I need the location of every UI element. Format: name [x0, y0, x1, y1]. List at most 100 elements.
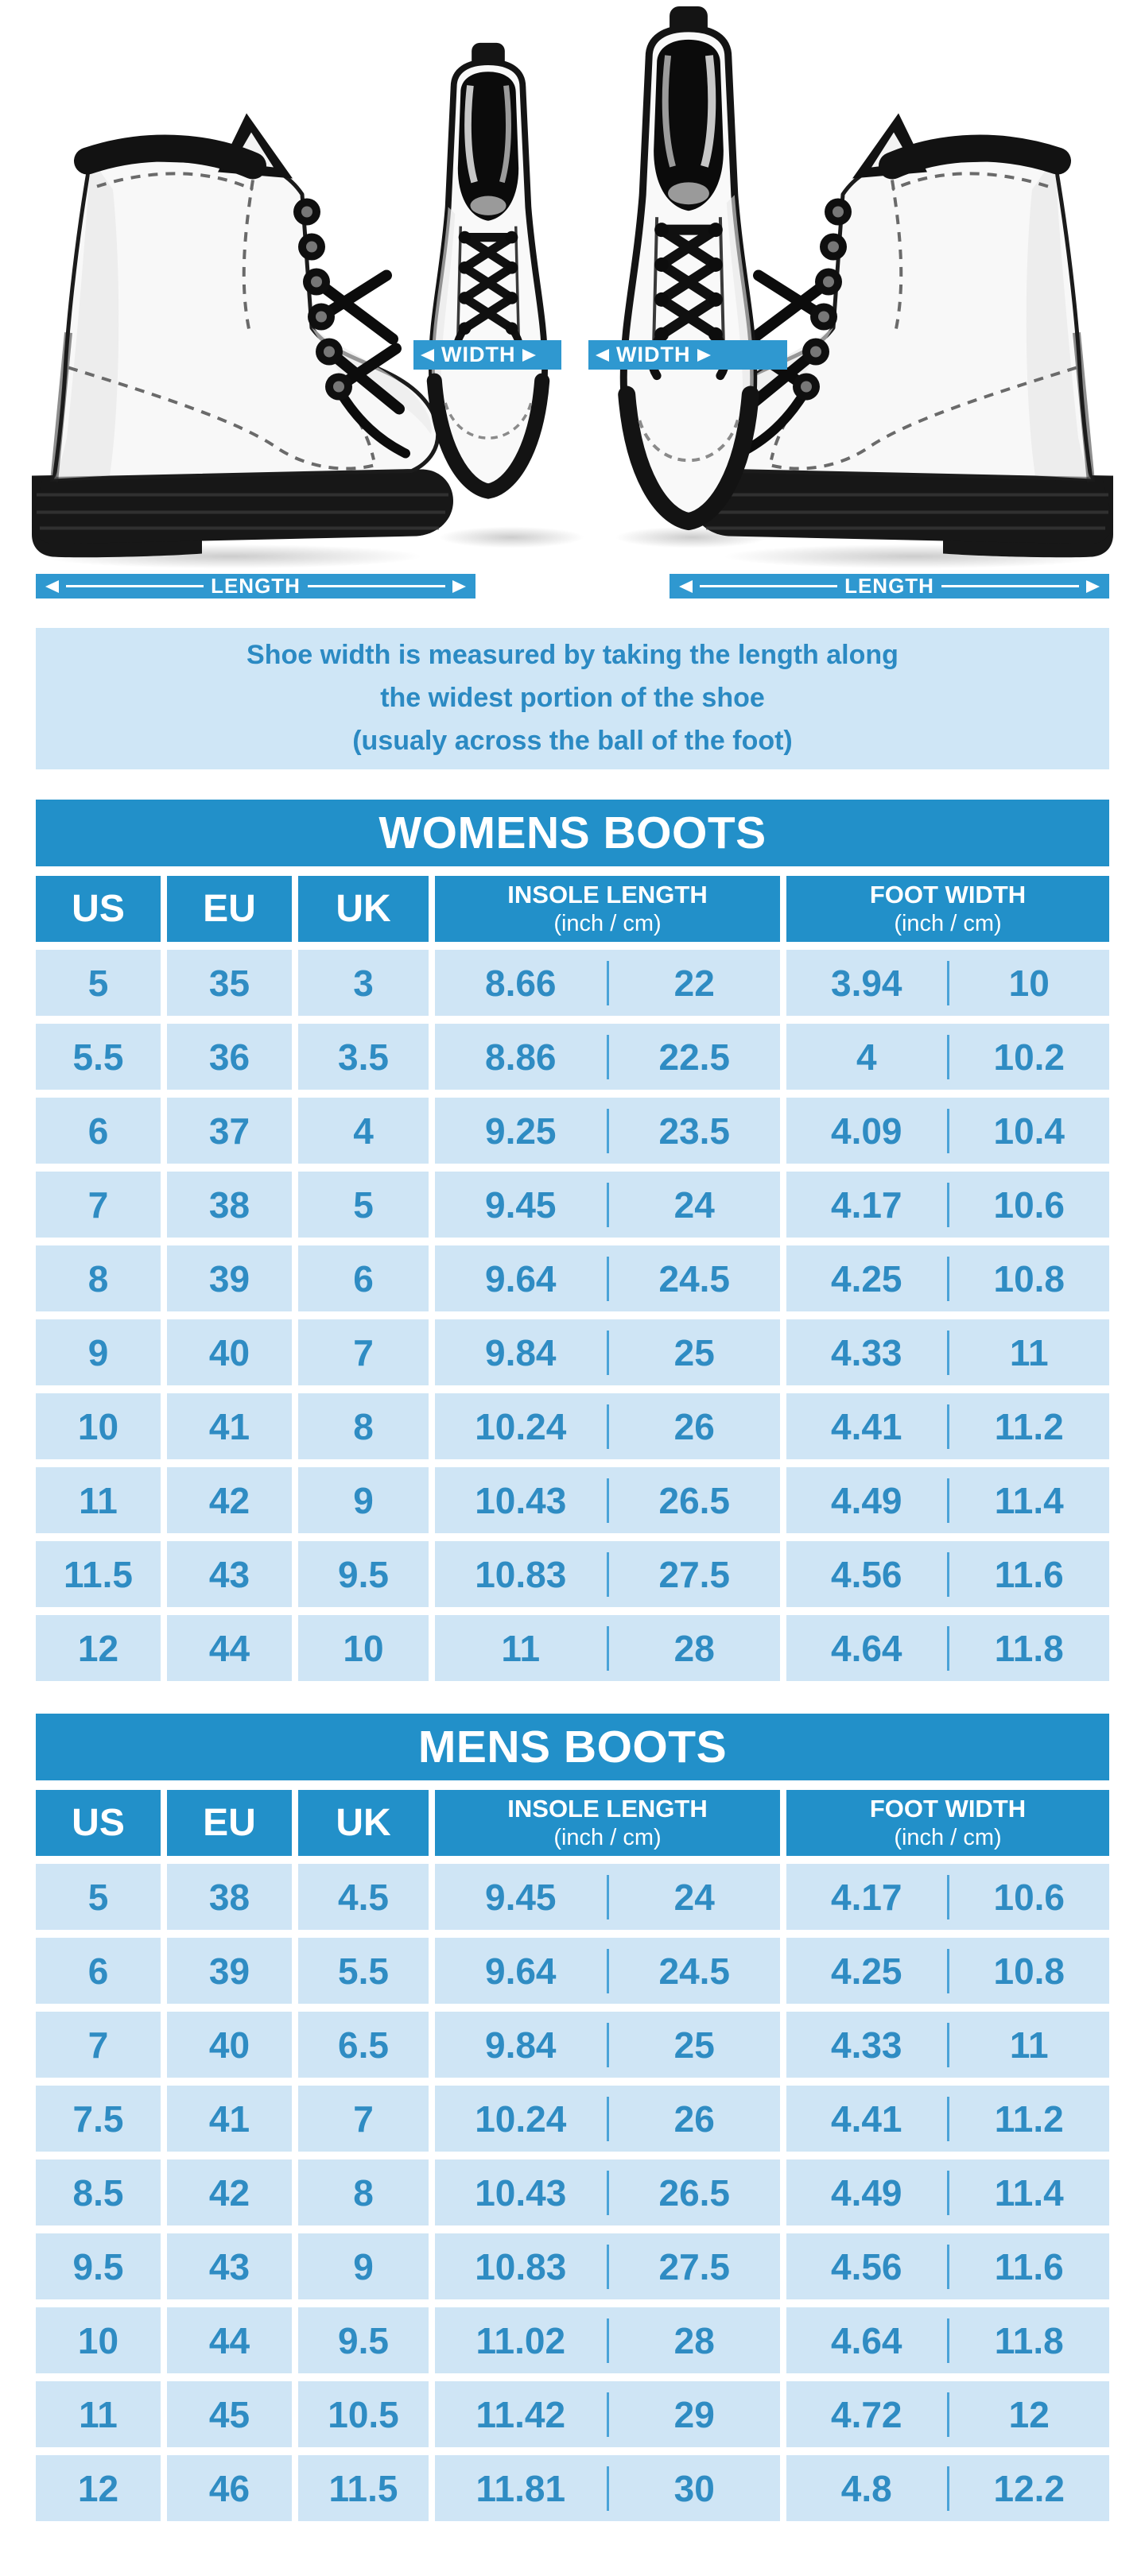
value: 11.42 — [475, 2393, 566, 2435]
value-pair-cell: 10.43 26.5 — [435, 2160, 780, 2225]
value: 4.25 — [830, 1950, 902, 1992]
value: 10.2 — [993, 1036, 1065, 1078]
value: 26.5 — [658, 2171, 731, 2214]
value-pair-cell: 4.33 11 — [786, 2012, 1109, 2078]
value-cell: 12 — [36, 1615, 161, 1681]
value: 27.5 — [658, 2245, 731, 2287]
value-cell: 8.5 — [36, 2160, 161, 2225]
value-cell: 11.5 — [298, 2455, 429, 2521]
value-pair-cell: 11.81 30 — [435, 2455, 780, 2521]
value: 3.94 — [830, 962, 902, 1004]
value: 9.25 — [484, 1110, 557, 1152]
value: 26 — [673, 1405, 715, 1447]
value: 9.84 — [484, 1331, 557, 1373]
value: 39 — [208, 1950, 250, 1992]
table-header-row: US EU UK INSOLE LENGTH (inch / cm) FOOT … — [36, 876, 1109, 942]
value: 4.49 — [830, 1479, 902, 1521]
value: 38 — [208, 1183, 250, 1226]
value: 4.56 — [830, 1553, 902, 1595]
value: 10.6 — [993, 1183, 1065, 1226]
value: 9 — [353, 2245, 374, 2287]
value: 42 — [208, 2171, 250, 2214]
value: 41 — [208, 1405, 250, 1447]
value: 11.2 — [994, 2098, 1064, 2140]
value: 4.33 — [830, 1331, 902, 1373]
header-us: US — [36, 876, 161, 942]
value-cell: 44 — [167, 1615, 292, 1681]
cell-divider — [606, 2022, 609, 2067]
value: 38 — [208, 1876, 250, 1918]
value-cell: 8 — [298, 1393, 429, 1459]
value: 10.24 — [475, 2098, 567, 2140]
value: 44 — [208, 2319, 250, 2361]
value: 10.6 — [993, 1876, 1065, 1918]
value: 9.45 — [484, 1183, 557, 1226]
value-cell: 35 — [167, 950, 292, 1016]
value: 11.5 — [328, 2467, 398, 2509]
value-cell: 43 — [167, 2233, 292, 2299]
value: 27.5 — [658, 1553, 731, 1595]
value-pair-cell: 4.41 11.2 — [786, 2086, 1109, 2152]
cell-divider — [946, 2022, 949, 2067]
cell-divider — [606, 960, 609, 1005]
value: 43 — [208, 2245, 250, 2287]
value-pair-cell: 4.64 11.8 — [786, 2307, 1109, 2373]
value: 24.5 — [658, 1257, 731, 1300]
value-cell: 7 — [298, 2086, 429, 2152]
value: 22.5 — [658, 1036, 731, 1078]
value: 39 — [208, 1257, 250, 1300]
value: 26.5 — [658, 1479, 731, 1521]
value-pair-cell: 9.64 24.5 — [435, 1938, 780, 2004]
value-pair-cell: 4.33 11 — [786, 1319, 1109, 1385]
value: 12 — [77, 1627, 119, 1669]
value: 4.8 — [840, 2467, 892, 2509]
value-cell: 8 — [36, 1245, 161, 1311]
header-width-title: FOOT WIDTH — [869, 1795, 1027, 1823]
value: 37 — [208, 1110, 250, 1152]
value-pair-cell: 4.49 11.4 — [786, 1467, 1109, 1533]
value: 9.5 — [338, 1553, 389, 1595]
cell-divider — [946, 1330, 949, 1375]
value-cell: 9.5 — [36, 2233, 161, 2299]
table-row: 9 40 7 9.84 25 4.33 11 — [36, 1319, 1109, 1385]
value-pair-cell: 9.45 24 — [435, 1864, 780, 1930]
table-row: 12 44 10 11 28 4.64 11.8 — [36, 1615, 1109, 1681]
header-us: US — [36, 1790, 161, 1856]
value: 4 — [353, 1110, 374, 1152]
value: 11.02 — [475, 2319, 566, 2361]
header-width-sub: (inch / cm) — [894, 1824, 1002, 1850]
value: 24 — [673, 1876, 715, 1918]
width-measure-band: WIDTH — [413, 340, 561, 370]
arrow-shaft — [307, 585, 446, 587]
value-cell: 44 — [167, 2307, 292, 2373]
value-cell: 38 — [167, 1864, 292, 1930]
value-pair-cell: 9.25 23.5 — [435, 1098, 780, 1164]
mens-size-table: MENS BOOTS US EU UK INSOLE LENGTH (inch … — [36, 1714, 1109, 2521]
header-uk: UK — [298, 1790, 429, 1856]
value: 29 — [673, 2393, 715, 2435]
table-row: 7 38 5 9.45 24 4.17 10.6 — [36, 1172, 1109, 1238]
cell-divider — [606, 1478, 609, 1523]
value: 11.81 — [475, 2467, 566, 2509]
value: 8.86 — [484, 1036, 557, 1078]
value: 10 — [343, 1627, 384, 1669]
width-measure-band: WIDTH — [588, 340, 787, 370]
cell-divider — [946, 1404, 949, 1449]
arrow-right-icon — [1086, 579, 1100, 593]
header-width-sub: (inch / cm) — [894, 910, 1002, 936]
note-line: Shoe width is measured by taking the len… — [246, 640, 899, 671]
cell-divider — [606, 2392, 609, 2437]
value-cell: 45 — [167, 2381, 292, 2447]
value: 10.24 — [475, 1405, 567, 1447]
value: 41 — [208, 2098, 250, 2140]
value: 5.5 — [72, 1036, 124, 1078]
value-pair-cell: 4.25 10.8 — [786, 1938, 1109, 2004]
cell-divider — [946, 1874, 949, 1919]
value-pair-cell: 4.56 11.6 — [786, 1541, 1109, 1607]
value: 8 — [87, 1257, 109, 1300]
value-cell: 7 — [36, 2012, 161, 2078]
value: 30 — [673, 2467, 715, 2509]
length-measure-band: LENGTH — [36, 574, 475, 598]
cell-divider — [946, 2170, 949, 2215]
table-rows: 5 38 4.5 9.45 24 4.17 10.6 6 39 5.5 9.64 24.5 4.25 10… — [36, 1864, 1109, 2521]
